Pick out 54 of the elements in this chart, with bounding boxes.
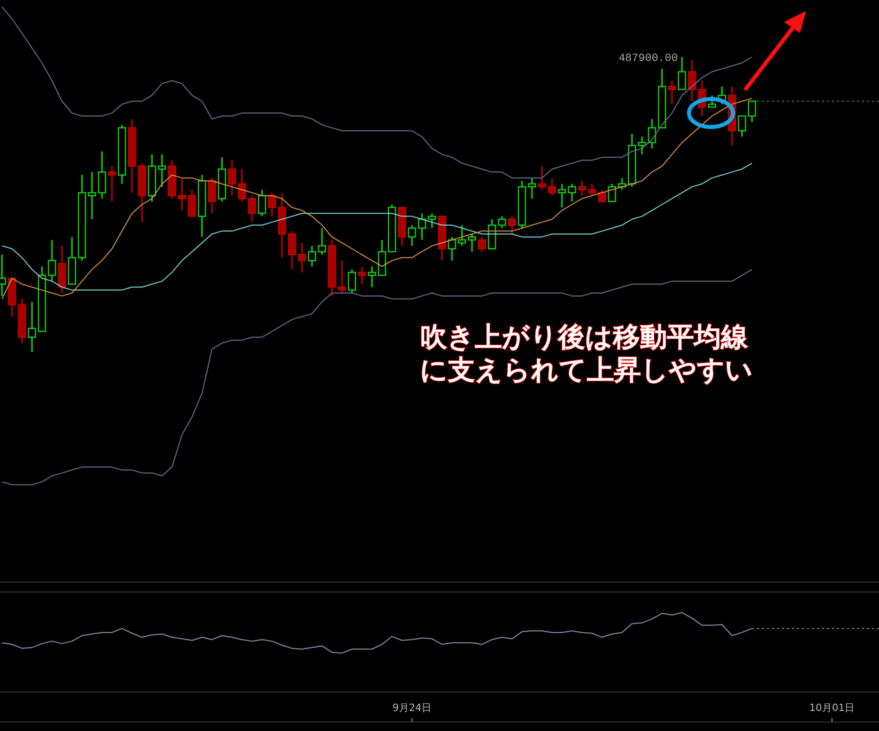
- candlestick: [58, 245, 66, 294]
- candlestick: [588, 183, 596, 196]
- candlestick: [678, 56, 686, 90]
- candlestick: [308, 245, 316, 268]
- candlestick: [98, 150, 106, 200]
- candlestick: [108, 165, 116, 202]
- candlestick: [298, 242, 306, 274]
- candlestick: [188, 189, 196, 218]
- candlestick: [378, 239, 386, 276]
- candlestick: [258, 189, 266, 218]
- candlestick: [688, 59, 696, 102]
- candlestick: [248, 194, 256, 223]
- candlestick: [48, 239, 56, 282]
- candlestick: [558, 183, 566, 208]
- candlestick: [568, 183, 576, 202]
- candlestick: [508, 216, 516, 235]
- candlestick: [178, 177, 186, 212]
- candlestick: [288, 230, 296, 270]
- candlestick: [598, 189, 606, 202]
- candlestick: [208, 177, 216, 214]
- candlestick: [28, 301, 36, 353]
- x-tick-label: 9月24日: [392, 703, 432, 714]
- candlestick: [488, 218, 496, 250]
- candlestick: [348, 268, 356, 294]
- candlestick: [648, 118, 656, 150]
- candlestick: [408, 224, 416, 247]
- candlestick: [338, 260, 346, 294]
- candlestick: [88, 171, 96, 220]
- candlestick: [318, 227, 326, 256]
- candlestick: [538, 165, 546, 190]
- candlestick: [548, 177, 556, 196]
- candlestick: [638, 136, 646, 156]
- candlestick: [578, 180, 586, 196]
- candlestick: [158, 154, 166, 188]
- candlestick: [708, 94, 716, 108]
- annotation: 吹き上がり後は移動平均線に支えられて上昇しやすい: [420, 322, 753, 386]
- candlestick: [368, 266, 376, 288]
- candlestick: [498, 216, 506, 229]
- candlestick: [738, 115, 746, 138]
- candlestick: [458, 224, 466, 247]
- candlestick: [478, 236, 486, 252]
- candlestick: [418, 212, 426, 241]
- candlestick: [608, 183, 616, 202]
- candlestick: [748, 100, 756, 123]
- x-tick-label: 10月01日: [809, 703, 855, 714]
- candlestick: [668, 80, 676, 105]
- candlestick: [528, 177, 536, 200]
- candlestick: [228, 160, 236, 196]
- candlestick: [428, 212, 436, 229]
- candlestick: [468, 233, 476, 252]
- annotation: 487900.00: [618, 53, 678, 65]
- candlestick: [448, 236, 456, 262]
- candlestick: [358, 266, 366, 285]
- candlestick: [268, 192, 276, 218]
